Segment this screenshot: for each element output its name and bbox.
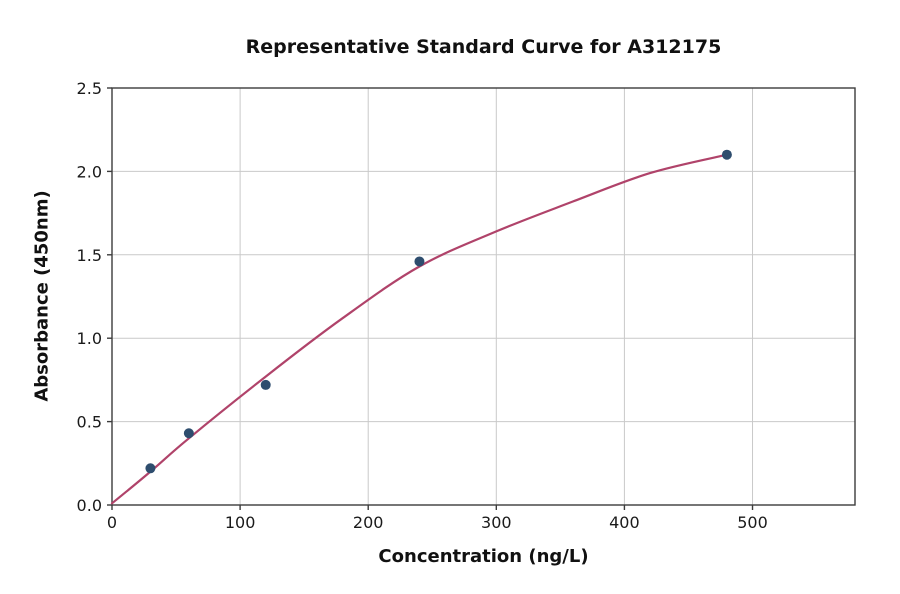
data-point [183,428,194,439]
x-tick-label: 0 [107,513,117,532]
x-tick-label: 400 [609,513,640,532]
data-point [414,256,425,267]
x-tick-label: 200 [353,513,384,532]
x-tick-label: 500 [737,513,768,532]
x-tick-label: 100 [225,513,256,532]
y-tick-label: 2.0 [77,162,102,181]
y-tick-label: 1.5 [77,246,102,265]
fitted-curve [110,153,728,505]
data-point [721,149,732,160]
y-tick-label: 0.0 [77,496,102,515]
y-tick-label: 1.0 [77,329,102,348]
data-point [260,379,271,390]
y-axis-label: Absorbance (450nm) [31,190,53,402]
chart-title: Representative Standard Curve for A31217… [245,36,722,58]
y-tick-label: 0.5 [77,413,102,432]
data-point [145,463,156,474]
y-tick-label: 2.5 [77,79,102,98]
x-axis-label: Concentration (ng/L) [378,546,589,567]
x-tick-label: 300 [481,513,512,532]
plot-border [111,87,856,506]
